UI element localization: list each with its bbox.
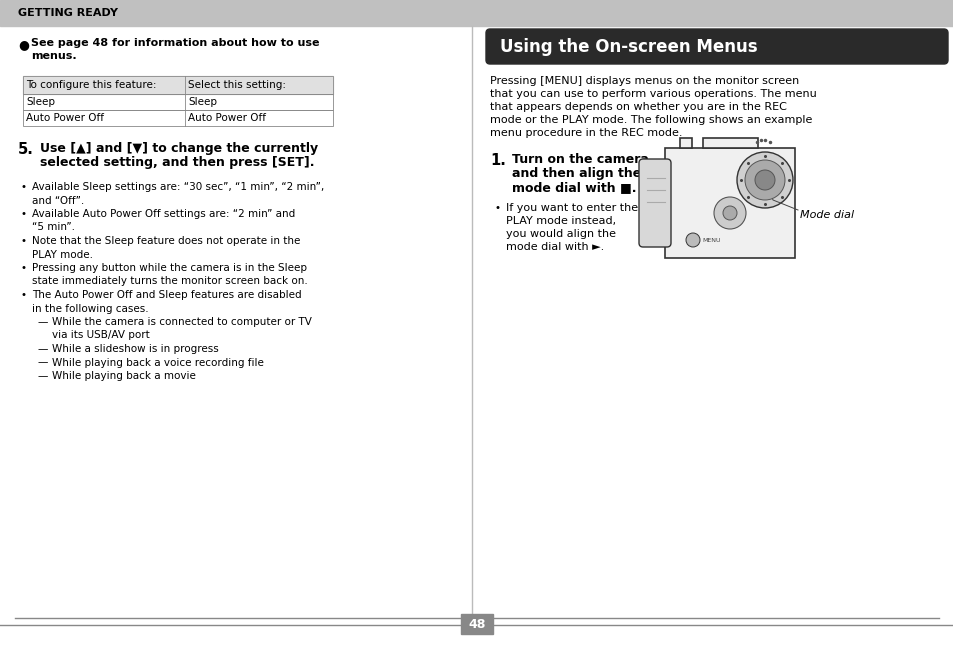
Text: MENU: MENU [701, 238, 720, 242]
Circle shape [722, 206, 737, 220]
Text: Using the On-screen Menus: Using the On-screen Menus [499, 37, 757, 56]
Text: via its USB/AV port: via its USB/AV port [52, 331, 150, 340]
Text: Mode dial: Mode dial [800, 210, 853, 220]
Text: While the camera is connected to computer or TV: While the camera is connected to compute… [52, 317, 312, 327]
Text: Sleep: Sleep [26, 97, 55, 107]
Text: Select this setting:: Select this setting: [188, 80, 286, 90]
Text: •: • [21, 182, 27, 192]
Text: While a slideshow is in progress: While a slideshow is in progress [52, 344, 218, 354]
Bar [23, 76, 333, 94]
Text: mode dial with ►.: mode dial with ►. [505, 242, 603, 252]
Bar [679, 138, 691, 148]
Text: 1.: 1. [490, 153, 505, 168]
Bar [23, 76, 333, 94]
Circle shape [744, 160, 784, 200]
Text: Turn on the camera,: Turn on the camera, [512, 153, 653, 166]
Text: Auto Power Off: Auto Power Off [26, 113, 104, 123]
Text: menus.: menus. [30, 51, 76, 61]
Text: See page 48 for information about how to use: See page 48 for information about how to… [30, 38, 319, 48]
Text: The Auto Power Off and Sleep features are disabled: The Auto Power Off and Sleep features ar… [32, 290, 301, 300]
Text: PLAY mode.: PLAY mode. [32, 249, 92, 260]
Bar [23, 94, 333, 110]
Text: Pressing any button while the camera is in the Sleep: Pressing any button while the camera is … [32, 263, 307, 273]
Text: in the following cases.: in the following cases. [32, 304, 149, 313]
Text: —: — [38, 371, 49, 381]
Text: Note that the Sleep feature does not operate in the: Note that the Sleep feature does not ope… [32, 236, 300, 246]
Text: GETTING READY: GETTING READY [18, 8, 118, 18]
Text: •: • [21, 290, 27, 300]
Text: •: • [21, 263, 27, 273]
Circle shape [713, 197, 745, 229]
Text: Sleep: Sleep [188, 97, 216, 107]
FancyBboxPatch shape [485, 29, 947, 64]
Text: PLAY mode instead,: PLAY mode instead, [505, 216, 616, 226]
Text: To configure this feature:: To configure this feature: [26, 80, 156, 90]
Text: Use [▲] and [▼] to change the currently: Use [▲] and [▼] to change the currently [40, 142, 317, 155]
Text: Available Auto Power Off settings are: “2 min” and: Available Auto Power Off settings are: “… [32, 209, 294, 219]
Bar [460, 614, 493, 634]
Bar [664, 148, 794, 258]
Bar [0, 0, 953, 26]
Text: While playing back a movie: While playing back a movie [52, 371, 195, 381]
Text: and “Off”.: and “Off”. [32, 196, 84, 205]
Text: that you can use to perform various operations. The menu: that you can use to perform various oper… [490, 89, 816, 99]
Text: 48: 48 [468, 618, 485, 630]
Text: that appears depends on whether you are in the REC: that appears depends on whether you are … [490, 102, 786, 112]
Text: you would align the: you would align the [505, 229, 616, 239]
Text: •: • [21, 236, 27, 246]
Text: —: — [38, 317, 49, 327]
Bar [23, 110, 333, 126]
Text: Available Sleep settings are: “30 sec”, “1 min”, “2 min”,: Available Sleep settings are: “30 sec”, … [32, 182, 324, 192]
Text: While playing back a voice recording file: While playing back a voice recording fil… [52, 357, 264, 368]
Text: “5 min”.: “5 min”. [32, 222, 75, 233]
Circle shape [754, 170, 774, 190]
Text: ●: ● [18, 38, 29, 51]
Text: •: • [21, 209, 27, 219]
Text: •: • [495, 203, 500, 213]
Text: Pressing [MENU] displays menus on the monitor screen: Pressing [MENU] displays menus on the mo… [490, 76, 799, 86]
FancyBboxPatch shape [639, 159, 670, 247]
Text: mode or the PLAY mode. The following shows an example: mode or the PLAY mode. The following sho… [490, 115, 812, 125]
Text: Auto Power Off: Auto Power Off [188, 113, 266, 123]
Text: menu procedure in the REC mode.: menu procedure in the REC mode. [490, 128, 681, 138]
Text: state immediately turns the monitor screen back on.: state immediately turns the monitor scre… [32, 276, 308, 286]
Circle shape [737, 152, 792, 208]
Circle shape [685, 233, 700, 247]
Text: mode dial with ■.: mode dial with ■. [512, 181, 636, 194]
Text: If you want to enter the: If you want to enter the [505, 203, 638, 213]
Text: selected setting, and then press [SET].: selected setting, and then press [SET]. [40, 156, 314, 169]
Text: —: — [38, 344, 49, 354]
Bar [702, 138, 758, 148]
Text: 5.: 5. [18, 142, 34, 157]
Text: and then align the: and then align the [512, 167, 640, 180]
Text: —: — [38, 357, 49, 368]
